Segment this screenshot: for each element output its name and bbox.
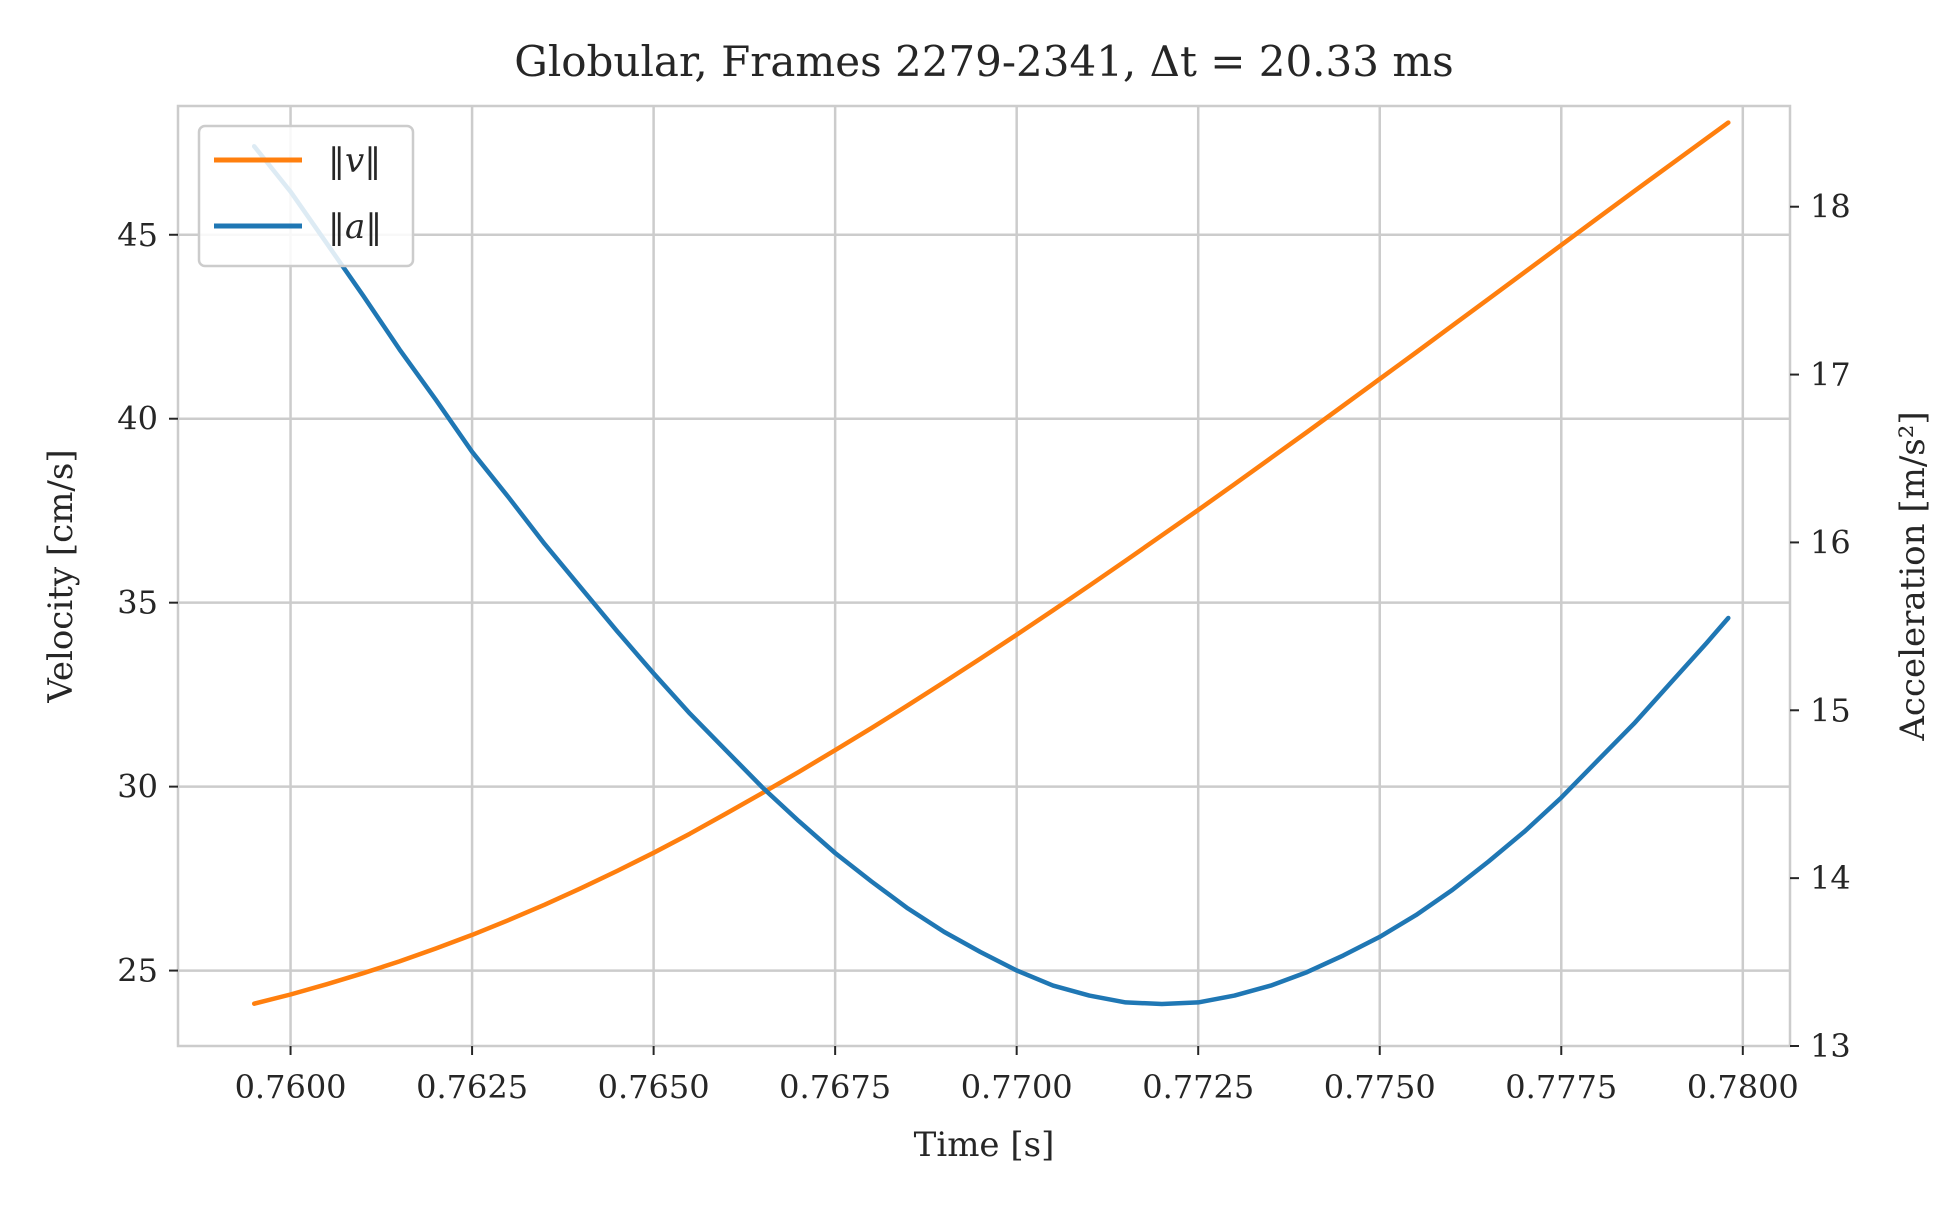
y-left-tick-label: 35: [117, 584, 158, 622]
ticks: 0.7600 0.7625 0.7650 0.7675 0.7700 0.7725 0.77…: [117, 188, 1850, 1106]
y-right-tick-label: 17: [1810, 356, 1851, 394]
y-right-tick-label: 15: [1810, 691, 1851, 729]
x-tick-label: 0.7700: [961, 1068, 1073, 1106]
y-right-tick-label: 18: [1810, 188, 1851, 226]
x-tick-label: 0.7675: [779, 1068, 891, 1106]
x-tick-label: 0.7600: [235, 1068, 347, 1106]
series-line-acceleration: [251, 144, 1731, 1007]
y-left-tick-label: 40: [117, 400, 158, 438]
x-tick-label: 0.7800: [1687, 1068, 1799, 1106]
y-right-tick-label: 13: [1810, 1027, 1851, 1065]
x-axis-label: Time [s]: [914, 1125, 1055, 1165]
x-tick-label: 0.7625: [416, 1068, 528, 1106]
legend: ‖v‖ ‖a‖: [197, 124, 415, 268]
y-left-tick-label: 45: [117, 216, 158, 254]
x-tick-label: 0.7750: [1324, 1068, 1436, 1106]
y-right-tick-label: 14: [1810, 859, 1851, 897]
series-layer: [251, 120, 1731, 1007]
x-tick-label: 0.7650: [598, 1068, 710, 1106]
x-tick-label: 0.7775: [1505, 1068, 1617, 1106]
legend-label-acceleration: ‖a‖: [328, 207, 382, 247]
chart-title: Globular, Frames 2279-2341, Δt = 20.33 m…: [514, 37, 1453, 86]
x-tick-label: 0.7725: [1142, 1068, 1254, 1106]
plot-frame: [176, 104, 1792, 1048]
legend-label-velocity: ‖v‖: [328, 141, 381, 181]
series-line-velocity: [251, 120, 1731, 1006]
y-right-tick-label: 16: [1810, 523, 1851, 561]
y-left-tick-label: 25: [117, 952, 158, 990]
y-axis-right-label: Acceleration [m/s²]: [1893, 411, 1933, 741]
grid: [178, 106, 1790, 1046]
y-axis-left-label: Velocity [cm/s]: [41, 449, 81, 703]
y-left-tick-label: 30: [117, 768, 158, 806]
